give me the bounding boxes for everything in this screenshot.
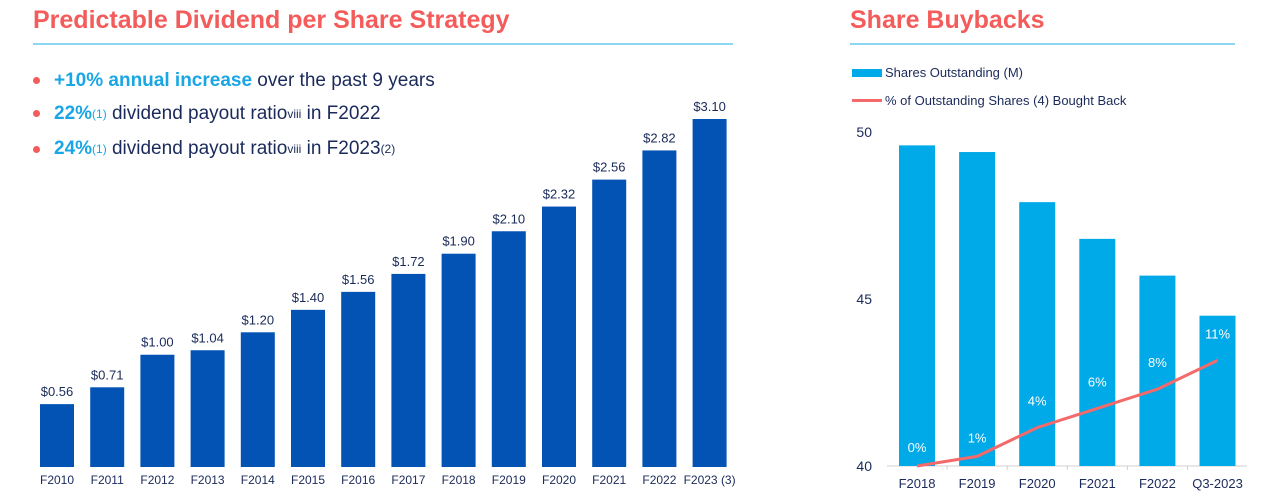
- shares-bar: [1019, 202, 1056, 466]
- dividend-data-label: $2.56: [593, 160, 626, 175]
- dividend-bar: [291, 309, 325, 467]
- bullet-icon: [33, 110, 40, 117]
- legend-item-shares: Shares Outstanding (M): [852, 65, 1023, 80]
- legend-line: [852, 99, 882, 102]
- x-tick-label: F2012: [140, 473, 174, 487]
- dividend-bar: [542, 206, 576, 468]
- dividend-bar: [341, 291, 376, 467]
- shares-bar: [1139, 275, 1176, 466]
- y-tick-label: 50: [856, 124, 872, 140]
- dividend-bar: [190, 350, 225, 467]
- x-tick-label: F2021: [1079, 476, 1116, 491]
- x-tick-label: Q3-2023: [1192, 476, 1243, 491]
- x-tick-label: F2019: [492, 473, 526, 487]
- x-tick-label: F2021: [592, 473, 626, 487]
- dividend-data-label: $1.56: [342, 272, 375, 287]
- bullet-item: 24% (1) dividend payout ratio viii in F202…: [33, 130, 435, 168]
- dividend-bar: [441, 253, 476, 467]
- dividend-data-label: $1.04: [191, 330, 224, 345]
- divider: [850, 43, 1235, 45]
- y-tick-label: 40: [856, 458, 872, 474]
- dividend-bar: [642, 150, 677, 467]
- shares-bar: [959, 152, 996, 467]
- bullet-icon: [33, 77, 40, 84]
- dividend-bar: [592, 179, 627, 467]
- legend-item-pct: % of Outstanding Shares (4) Bought Back: [852, 93, 1126, 108]
- pct-data-label: 1%: [968, 430, 987, 445]
- x-tick-label: F2022: [1139, 476, 1176, 491]
- dividend-title: Predictable Dividend per Share Strategy: [33, 6, 510, 34]
- x-tick-label: F2023 (3): [684, 473, 736, 487]
- pct-data-label: 6%: [1088, 374, 1107, 389]
- dividend-data-label: $1.90: [442, 234, 475, 249]
- dividend-data-label: $1.00: [141, 335, 174, 350]
- legend-swatch: [852, 68, 882, 77]
- dividend-data-label: $1.72: [392, 254, 425, 269]
- x-tick-label: F2016: [341, 473, 375, 487]
- pct-data-label: 0%: [908, 440, 927, 455]
- pct-data-label: 11%: [1205, 326, 1230, 341]
- buyback-title: Share Buybacks: [850, 6, 1045, 34]
- x-tick-label: F2011: [91, 473, 124, 487]
- bullet-item: 22% (1) dividend payout ratio viii in F202…: [33, 97, 435, 130]
- x-tick-label: F2017: [391, 473, 425, 487]
- shares-bar: [1199, 315, 1236, 466]
- x-tick-label: F2015: [291, 473, 325, 487]
- x-tick-label: F2013: [191, 473, 225, 487]
- dividend-data-label: $2.10: [493, 211, 526, 226]
- x-tick-label: F2022: [642, 473, 676, 487]
- pct-data-label: 8%: [1148, 355, 1167, 370]
- x-tick-label: F2020: [1019, 476, 1056, 491]
- pct-data-label: 4%: [1028, 394, 1047, 409]
- dividend-data-label: $1.40: [292, 290, 325, 305]
- x-tick-label: F2018: [899, 476, 936, 491]
- shares-bar: [899, 145, 935, 467]
- dividend-data-label: $0.56: [41, 384, 74, 399]
- dividend-bar: [40, 404, 74, 467]
- dividend-bar: [140, 354, 175, 467]
- dividend-bar: [240, 332, 275, 467]
- x-tick-label: F2010: [40, 473, 74, 487]
- bullet-item: +10% annual increase over the past 9 yea…: [33, 64, 435, 97]
- buyback-pct-line: [916, 359, 1219, 468]
- shares-bar: [1079, 238, 1116, 466]
- dividend-bar: [391, 273, 426, 467]
- dividend-data-label: $0.71: [91, 367, 124, 382]
- dividend-data-label: $2.82: [643, 130, 676, 145]
- x-tick-label: F2019: [959, 476, 996, 491]
- x-tick-label: F2018: [442, 473, 476, 487]
- bullet-list: +10% annual increase over the past 9 yea…: [33, 64, 435, 168]
- dividend-data-label: $3.10: [693, 99, 726, 114]
- x-tick-label: F2020: [542, 473, 576, 487]
- dividend-data-label: $2.32: [543, 187, 576, 202]
- y-tick-label: 45: [856, 291, 872, 307]
- dividend-data-label: $1.20: [242, 312, 275, 327]
- dividend-bar: [491, 231, 526, 467]
- dividend-bar: [90, 387, 125, 467]
- divider: [33, 43, 733, 45]
- bullet-icon: [33, 145, 40, 153]
- x-tick-label: F2014: [241, 473, 275, 487]
- dividend-bar: [692, 119, 727, 467]
